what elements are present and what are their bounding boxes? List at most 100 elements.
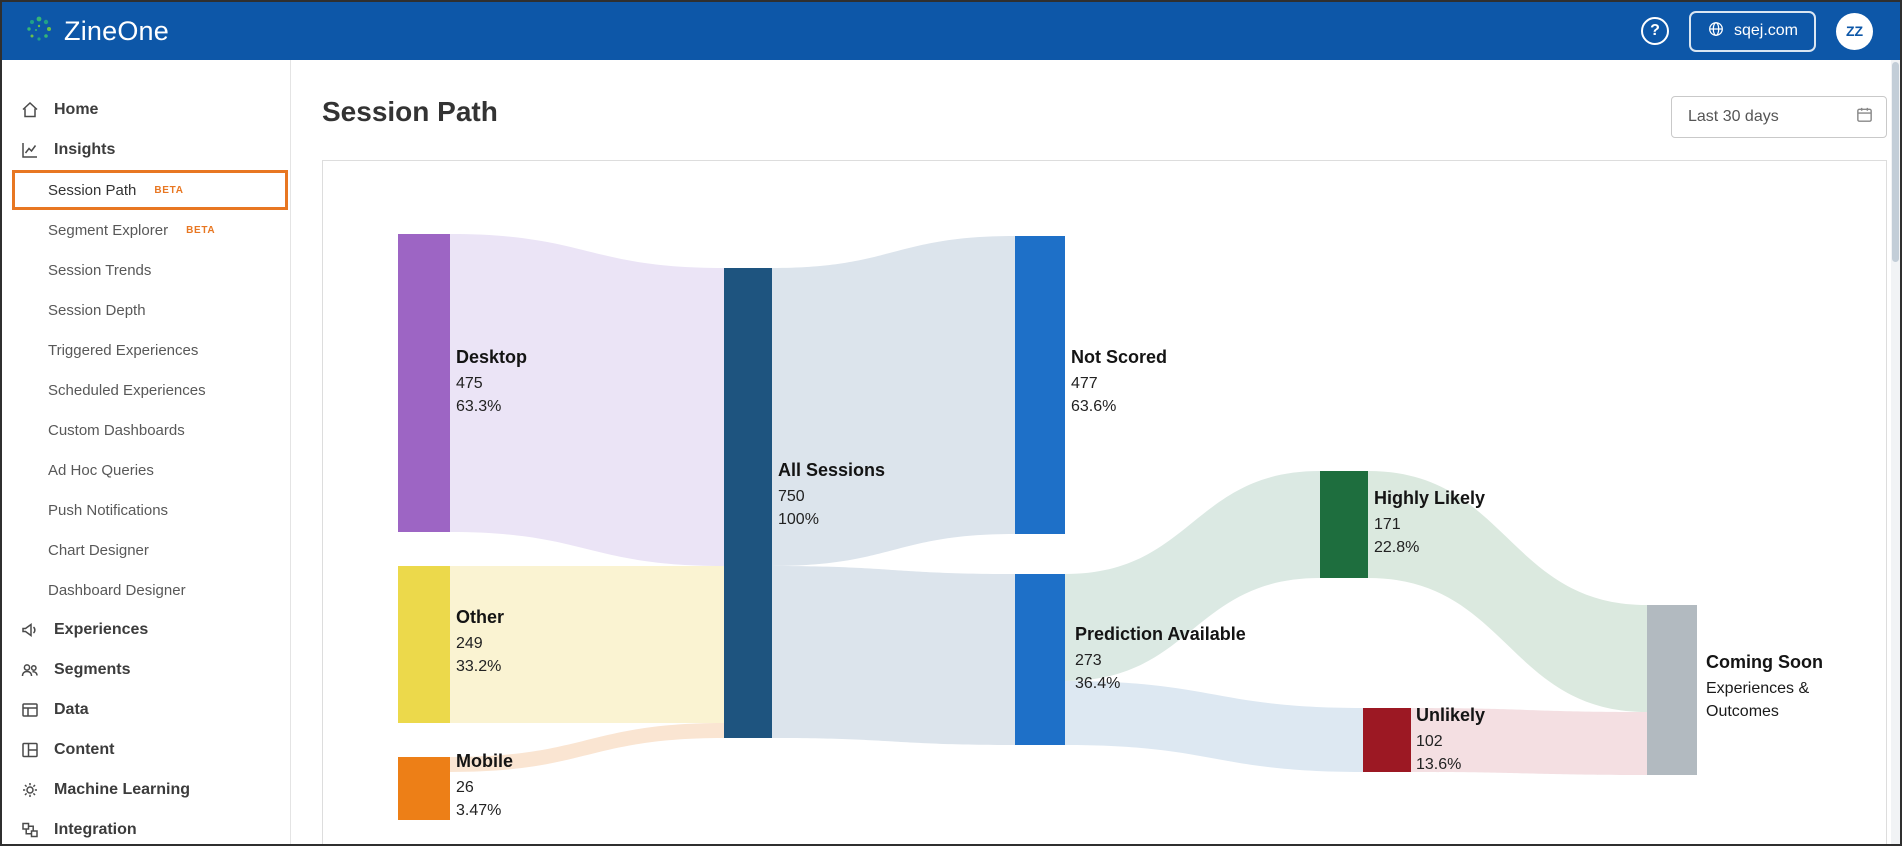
insights-icon (20, 140, 40, 160)
sidebar-item-label: Scheduled Experiences (48, 381, 206, 399)
sidebar-item-label: Push Notifications (48, 501, 169, 519)
sankey-node-unlikely[interactable] (1363, 708, 1411, 772)
sankey-node-value: 273 (1075, 652, 1102, 669)
sankey-link-prediction_available-to-unlikely (1065, 681, 1363, 772)
sidebar-item-session-trends[interactable]: Session Trends (2, 250, 290, 290)
scrollbar-thumb[interactable] (1892, 62, 1899, 262)
sidebar-item-insights[interactable]: Insights (2, 130, 290, 170)
sidebar-item-label: Data (54, 701, 89, 718)
sankey-node-desktop[interactable] (398, 234, 450, 532)
sankey-node-highly_likely[interactable] (1320, 471, 1368, 578)
sankey-label-mobile: Mobile 26 3.47% (456, 750, 513, 822)
page-title: Session Path (322, 96, 498, 127)
sankey-label-unlikely: Unlikely 102 13.6% (1416, 704, 1485, 776)
sidebar-item-session-path[interactable]: Session Path BETA (12, 170, 288, 210)
sankey-node-percent: 100% (778, 511, 819, 528)
sankey-node-title: Prediction Available (1075, 624, 1246, 644)
sidebar-item-label: Custom Dashboards (48, 421, 185, 439)
sankey-node-percent: 13.6% (1416, 756, 1462, 773)
sankey-node-value: 477 (1071, 375, 1098, 392)
sidebar-item-label: Machine Learning (54, 781, 191, 798)
sidebar-item-label: Segments (54, 661, 131, 678)
help-icon: ? (1650, 22, 1660, 39)
sankey-node-title: Desktop (456, 347, 528, 367)
sidebar-item-segments[interactable]: Segments (2, 650, 290, 690)
sidebar-item-triggered-experiences[interactable]: Triggered Experiences (2, 330, 290, 370)
sankey-node-percent: 63.6% (1071, 398, 1117, 415)
sidebar-item-content[interactable]: Content (2, 730, 290, 770)
sankey-label-desktop: Desktop 475 63.3% (456, 346, 527, 418)
sidebar-item-push-notifications[interactable]: Push Notifications (2, 490, 290, 530)
sidebar-item-chart-designer[interactable]: Chart Designer (2, 530, 290, 570)
sidebar-item-machine-learning[interactable]: Machine Learning (2, 770, 290, 810)
sidebar-item-home[interactable]: Home (2, 90, 290, 130)
main-content: Session Path Last 30 days Desktop 475 63.3… (292, 60, 1891, 844)
avatar[interactable]: ZZ (1836, 12, 1873, 50)
sidebar-item-label: Home (54, 101, 99, 118)
machine-learning-icon (20, 780, 40, 800)
sidebar-item-data[interactable]: Data (2, 690, 290, 730)
sankey-node-prediction_available[interactable] (1015, 574, 1065, 745)
sankey-label-not_scored: Not Scored 477 63.6% (1071, 346, 1167, 418)
sankey-node-mobile[interactable] (398, 757, 450, 820)
chart-card: Desktop 475 63.3% Other 249 33.2% Mobile 26 3.47… (322, 160, 1887, 844)
brand: ZineOne (24, 14, 169, 49)
sankey-node-title: Coming Soon (1706, 652, 1823, 672)
integration-icon (20, 820, 40, 840)
domain-button[interactable]: sqej.com (1688, 10, 1816, 52)
sidebar-item-session-depth[interactable]: Session Depth (2, 290, 290, 330)
beta-badge: BETA (154, 184, 184, 196)
sankey-label-prediction_available: Prediction Available 273 36.4% (1075, 623, 1246, 695)
sankey-link-prediction_available-to-highly_likely (1065, 471, 1320, 681)
sidebar-item-segment-explorer[interactable]: Segment Explorer BETA (2, 210, 290, 250)
sankey-node-title: Other (456, 607, 505, 627)
sankey-node-value: 171 (1374, 516, 1401, 533)
sankey-label-other: Other 249 33.2% (456, 606, 504, 678)
sankey-label-highly_likely: Highly Likely 171 22.8% (1374, 487, 1485, 559)
date-range-picker[interactable]: Last 30 days (1671, 96, 1887, 138)
help-button[interactable]: ? (1640, 17, 1669, 45)
brand-name: ZineOne (64, 15, 169, 46)
sankey-node-value: 475 (456, 375, 483, 392)
sidebar-item-dashboard-designer[interactable]: Dashboard Designer (2, 570, 290, 610)
sidebar-item-label: Dashboard Designer (48, 581, 186, 599)
sankey-node-title: Unlikely (1416, 705, 1486, 725)
sidebar-item-ad-hoc-queries[interactable]: Ad Hoc Queries (2, 450, 290, 490)
vertical-scrollbar[interactable] (1891, 60, 1900, 844)
beta-badge: BETA (186, 224, 216, 236)
sidebar-nav: Home Insights Session Path BETA Segment Expl… (2, 60, 290, 844)
sankey-node-value: 249 (456, 635, 483, 652)
sankey-node-title: Highly Likely (1374, 488, 1486, 508)
globe-icon (1707, 20, 1725, 43)
sidebar-item-label: Chart Designer (48, 541, 149, 559)
calendar-icon (1855, 105, 1874, 129)
sidebar-item-experiences[interactable]: Experiences (2, 610, 290, 650)
sankey-node-percent: 36.4% (1075, 675, 1121, 692)
header-actions: ? sqej.com ZZ (1640, 10, 1873, 52)
sankey-node-coming_soon[interactable] (1647, 605, 1697, 775)
sidebar-item-label: Ad Hoc Queries (48, 461, 154, 479)
sidebar-item-label: Content (54, 741, 115, 758)
sidebar-item-label: Experiences (54, 621, 149, 638)
experiences-icon (20, 620, 40, 640)
segments-icon (20, 660, 40, 680)
sankey-node-all_sessions[interactable] (724, 268, 772, 738)
sidebar-item-scheduled-experiences[interactable]: Scheduled Experiences (2, 370, 290, 410)
sankey-node-value: 750 (778, 488, 805, 505)
date-range-value: Last 30 days (1688, 108, 1779, 125)
sankey-link-unlikely-to-coming_soon (1411, 708, 1647, 775)
sankey-label-all_sessions: All Sessions 750 100% (778, 459, 885, 531)
sankey-node-not_scored[interactable] (1015, 236, 1065, 534)
sankey-node-title: Not Scored (1071, 347, 1168, 367)
top-bar: ZineOne ? sqej.com ZZ (2, 2, 1900, 60)
sidebar-item-label: Session Depth (48, 301, 146, 319)
zineone-logo-icon (24, 14, 54, 49)
sidebar-item-label: Insights (54, 141, 116, 158)
sankey-node-title: Mobile (456, 751, 513, 771)
sidebar-item-integration[interactable]: Integration (2, 810, 290, 844)
sankey-node-percent: 33.2% (456, 658, 502, 675)
content-icon (20, 740, 40, 760)
sidebar-item-custom-dashboards[interactable]: Custom Dashboards (2, 410, 290, 450)
sankey-node-other[interactable] (398, 566, 450, 723)
